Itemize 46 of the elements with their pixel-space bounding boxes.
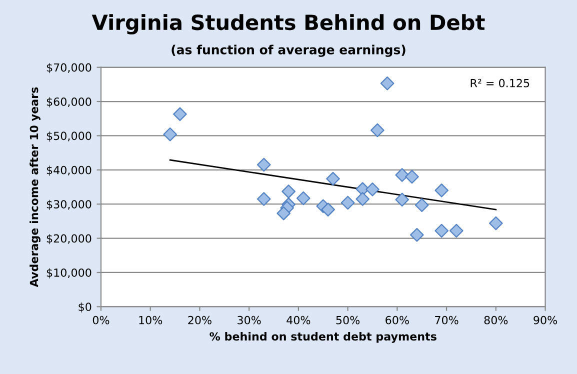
point xyxy=(434,224,449,238)
y-tick-label: $0 xyxy=(78,302,92,313)
point xyxy=(276,206,291,220)
point xyxy=(370,123,384,138)
point xyxy=(340,196,355,210)
y-tick-label: $20,000 xyxy=(46,234,92,244)
point xyxy=(395,192,410,207)
y-tick-label: $60,000 xyxy=(46,97,92,108)
point xyxy=(380,76,394,90)
y-tick-label: $30,000 xyxy=(46,200,92,210)
point xyxy=(414,198,429,212)
point xyxy=(449,224,464,238)
point xyxy=(356,192,370,206)
point xyxy=(321,202,335,216)
x-tick-label: 60% xyxy=(386,316,409,324)
y-tick-label: $40,000 xyxy=(46,166,92,176)
y-axis-title: Avderage income after 10 years xyxy=(30,87,40,288)
x-tick-label: 80% xyxy=(484,316,508,324)
annotation: R² = 0.125 xyxy=(470,78,530,88)
x-tick-label: 10% xyxy=(139,316,162,324)
point xyxy=(256,192,271,206)
point xyxy=(434,184,449,198)
y-tick-label: $70,000 xyxy=(46,63,92,74)
point xyxy=(366,182,380,196)
point xyxy=(488,216,503,230)
x-tick-label: 0% xyxy=(92,316,110,324)
x-tick-label: 20% xyxy=(188,316,212,324)
point xyxy=(326,172,340,186)
x-tick-label: 30% xyxy=(238,316,261,324)
point xyxy=(405,170,419,184)
point xyxy=(163,127,178,142)
x-tick-label: 90% xyxy=(534,316,557,324)
x-tick-label: 40% xyxy=(286,316,310,324)
point xyxy=(173,107,187,122)
x-tick-label: 70% xyxy=(435,316,458,324)
y-tick-label: $50,000 xyxy=(46,131,92,142)
point xyxy=(282,184,296,198)
point xyxy=(256,158,271,172)
point xyxy=(296,191,310,206)
point xyxy=(395,168,410,182)
point xyxy=(410,228,424,242)
x-axis-title: % behind on student debt payments xyxy=(210,332,436,343)
y-tick-label: $10,000 xyxy=(46,268,92,278)
chart-subtitle: (as function of average earnings) xyxy=(172,44,406,57)
x-tick-label: 50% xyxy=(336,316,360,324)
chart-title: Virginia Students Behind on Debt xyxy=(92,14,485,34)
